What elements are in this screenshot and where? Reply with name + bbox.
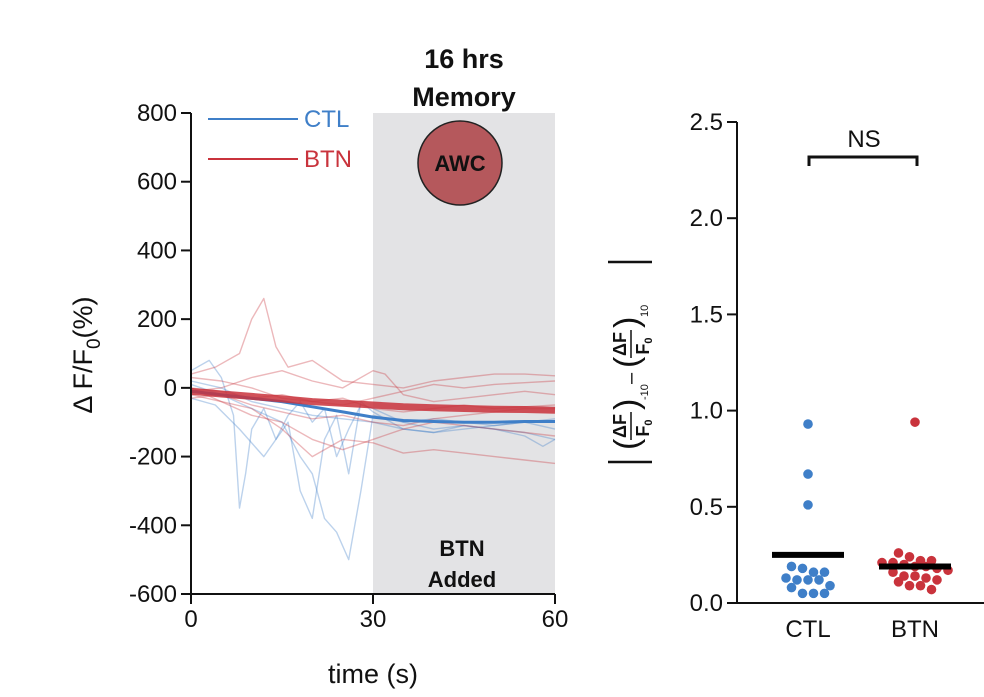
y-tick-label-right: 2.5: [690, 109, 723, 136]
y-tick-label: 400: [137, 237, 177, 264]
point-ctl: [819, 567, 830, 578]
point-ctl: [803, 419, 813, 429]
point-ctl: [803, 575, 813, 585]
trace-ctl-individual-2: [190, 359, 556, 509]
point-btn: [915, 580, 926, 591]
y-tick-label: 800: [137, 100, 177, 127]
point-ctl: [797, 588, 808, 599]
point-ctl: [786, 561, 797, 572]
point-btn: [910, 417, 920, 427]
chart-title-line-1: 16 hrs: [424, 44, 504, 74]
svg-text:–: –: [620, 372, 642, 384]
svg-text:(: (: [608, 438, 646, 450]
trace-btn-mean-1: [190, 387, 556, 414]
x-ticks: 0 30 60: [184, 594, 568, 633]
y-tick-label-right: 0.5: [690, 494, 723, 521]
y-tick-label: -400: [129, 512, 177, 539]
y-ticks: 800 600 400 200 0 -200 -400 -600: [129, 100, 191, 608]
significance-label: NS: [847, 126, 880, 153]
btn-added-label-line-1: BTN: [439, 536, 484, 561]
point-btn: [904, 580, 915, 591]
y-tick-label: -600: [129, 581, 177, 608]
trace-btn-individual-7: [190, 394, 556, 465]
trace-btn-individual-6: [190, 297, 556, 389]
y-ticks-right: 2.5 2.0 1.5 1.0 0.5 0.0: [690, 109, 737, 617]
trace-ctl-individual-5: [190, 380, 556, 434]
point-ctl: [792, 575, 802, 585]
y-tick-label-right: 2.0: [690, 205, 723, 232]
svg-text:-10: -10: [639, 384, 651, 400]
awc-neuron-marker: [417, 120, 503, 206]
point-btn: [926, 584, 937, 595]
significance-bracket: [807, 155, 919, 166]
point-ctl: [808, 567, 819, 578]
y-tick-label: 0: [164, 375, 177, 402]
svg-text:): ): [608, 317, 646, 328]
scatter-chart: 2.5 2.0 1.5 1.0 0.5 0.0 CTL BTN NS ( ΔF F0 ) …: [608, 109, 984, 643]
point-ctl: [786, 582, 797, 593]
category-label-ctl: CTL: [785, 616, 830, 643]
point-ctl: [825, 580, 835, 591]
svg-text:ΔF: ΔF: [610, 414, 630, 438]
point-btn: [904, 552, 915, 562]
y-axis-label: Δ F/F0(%): [68, 296, 105, 413]
point-btn: [893, 577, 904, 587]
svg-text:F0: F0: [633, 337, 655, 354]
point-ctl: [781, 573, 791, 583]
svg-text:10: 10: [639, 305, 651, 317]
point-ctl: [819, 588, 830, 599]
y-tick-label-right: 0.0: [690, 590, 723, 617]
x-tick-label: 0: [184, 606, 197, 633]
legend-ctl-label: CTL: [304, 106, 349, 133]
svg-text:): ): [608, 399, 646, 410]
chart-title-line-2: Memory: [412, 82, 516, 112]
svg-text:ΔF: ΔF: [610, 332, 630, 356]
point-ctl: [814, 575, 824, 585]
scatter-points: [781, 417, 953, 599]
point-btn: [910, 571, 920, 581]
y-tick-label-right: 1.5: [690, 301, 723, 328]
trace-ctl-individual-3: [190, 397, 556, 520]
mean-traces: [190, 387, 556, 424]
y-tick-label: -200: [129, 444, 177, 471]
btn-added-label-line-2: Added: [428, 567, 496, 592]
svg-text:(: (: [608, 356, 646, 368]
point-ctl: [803, 500, 813, 510]
point-ctl: [808, 588, 819, 599]
y-tick-label: 200: [137, 306, 177, 333]
mean-bars: [772, 551, 951, 570]
point-btn: [888, 567, 898, 578]
point-btn: [932, 575, 942, 585]
x-tick-label: 30: [360, 606, 387, 633]
point-ctl: [803, 469, 813, 479]
awc-label: AWC: [434, 151, 485, 176]
category-label-btn: BTN: [891, 616, 939, 643]
y-axis-label-right: ( ΔF F0 ) -10 – ( ΔF F0 ) 10: [608, 260, 655, 464]
point-btn: [893, 548, 904, 558]
legend-btn-label: BTN: [304, 146, 352, 173]
point-btn: [921, 573, 931, 583]
svg-text:F0: F0: [633, 419, 655, 436]
y-tick-label: 600: [137, 169, 177, 196]
trace-btn-individual-12: [190, 370, 556, 403]
trace-btn-individual-11: [190, 387, 556, 451]
point-ctl: [797, 563, 808, 574]
x-axis-label: time (s): [328, 659, 418, 689]
y-tick-label-right: 1.0: [690, 398, 723, 425]
x-tick-label: 60: [542, 606, 569, 633]
individual-traces: [190, 297, 556, 561]
